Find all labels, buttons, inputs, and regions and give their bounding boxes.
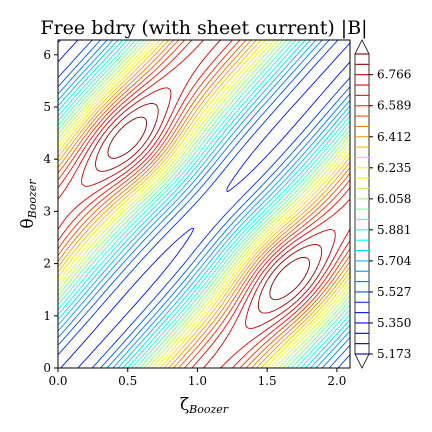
x-axis: 0.0 0.5 1.0 1.5 2.0 — [48, 368, 346, 388]
colorbar-tick-label: 6.766 — [377, 68, 411, 82]
colorbar-tick-label: 5.704 — [377, 254, 412, 268]
x-axis-label-sub: Boozer — [188, 403, 229, 416]
colorbar-frame — [354, 53, 370, 355]
contour-line — [58, 40, 350, 368]
y-axis-label-sub: Boozer — [26, 179, 39, 220]
contour-line — [58, 40, 350, 368]
y-axis-label-main: θ — [18, 218, 38, 228]
contour-line — [107, 116, 310, 301]
contour-line — [58, 40, 350, 368]
y-tick-label: 2 — [43, 257, 51, 271]
contour-line — [58, 40, 350, 368]
colorbar-extend-max — [354, 39, 370, 55]
colorbar-tick-label: 6.589 — [377, 99, 411, 113]
colorbar-tick-label: 5.881 — [377, 223, 411, 237]
x-axis-label: ζBoozer — [180, 395, 229, 416]
plot-area — [58, 40, 350, 368]
x-tick-label: 0.0 — [48, 374, 67, 388]
contour-line — [58, 40, 350, 368]
colorbar-extend-min — [354, 353, 370, 369]
contour-line — [58, 40, 350, 368]
contour-line — [58, 40, 350, 368]
colorbar-tick-label: 5.527 — [377, 285, 411, 299]
contour-line — [58, 40, 350, 368]
y-tick-label: 6 — [43, 48, 51, 62]
y-tick-label: 4 — [43, 152, 51, 166]
contour-line — [58, 40, 350, 368]
y-tick-label: 3 — [43, 204, 51, 218]
colorbar-tick-label: 5.173 — [377, 347, 411, 361]
contour-line — [58, 40, 350, 368]
contour-line — [58, 40, 350, 368]
contour-line — [81, 87, 336, 329]
colorbar-tick-label: 6.235 — [377, 161, 411, 175]
contour-line — [95, 103, 323, 314]
y-axis-label: θBoozer — [18, 179, 39, 229]
contour-line — [58, 40, 350, 368]
colorbar: 5.173 5.350 5.527 5.704 5.881 6.058 6.235 6.412… — [354, 39, 412, 369]
contour-line — [58, 40, 350, 368]
chart-title: Free bdry (with sheet current) |B| — [40, 17, 367, 39]
x-axis-label-main: ζ — [180, 395, 189, 415]
y-tick-label: 0 — [43, 361, 51, 375]
y-axis: 0 1 2 3 4 5 6 — [43, 48, 58, 375]
colorbar-tick-label: 5.350 — [377, 316, 411, 330]
x-tick-label: 1.5 — [258, 374, 277, 388]
contour-line — [58, 40, 350, 368]
y-tick-label: 1 — [43, 309, 51, 323]
plot-frame — [57, 39, 351, 369]
x-tick-label: 0.5 — [118, 374, 137, 388]
contour-line — [58, 40, 350, 368]
colorbar-tick-label: 6.412 — [377, 130, 411, 144]
y-tick-label: 5 — [43, 100, 51, 114]
x-tick-label: 1.0 — [188, 374, 207, 388]
colorbar-tick-label: 6.058 — [377, 192, 411, 206]
x-tick-label: 2.0 — [327, 374, 346, 388]
